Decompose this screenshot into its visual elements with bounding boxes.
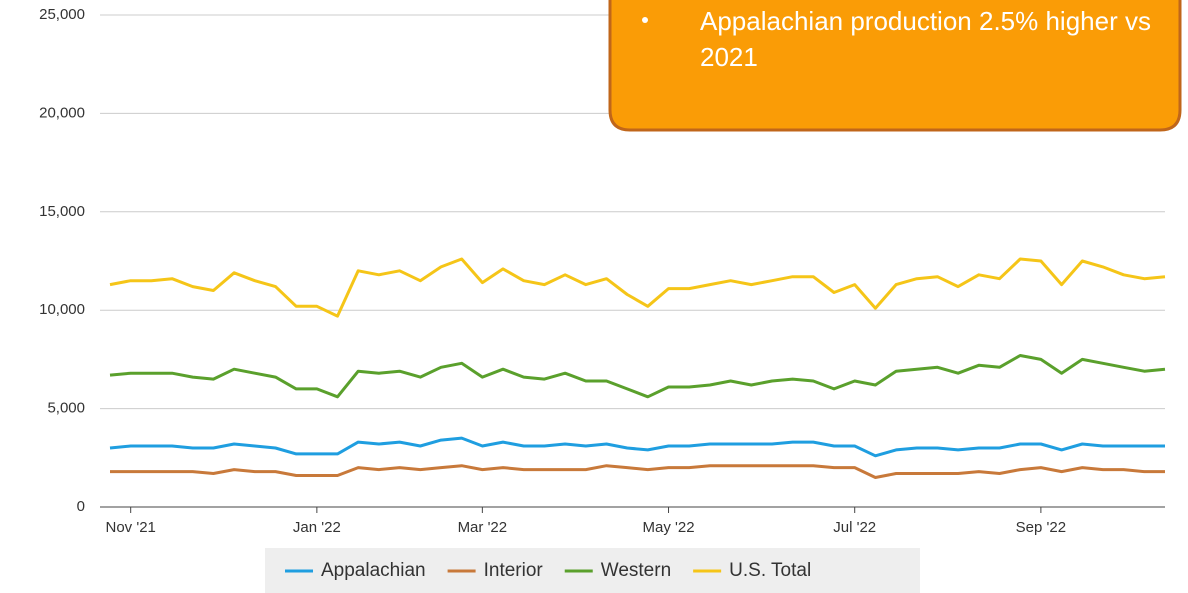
legend-label: Interior <box>484 560 544 581</box>
series-line <box>109 354 1166 399</box>
legend-label: Appalachian <box>321 560 426 581</box>
annotation-box <box>608 0 1182 132</box>
x-tick-label: Nov '21 <box>105 519 155 536</box>
bullet <box>642 17 648 23</box>
series-line <box>110 464 1165 479</box>
legend-label: U.S. Total <box>729 560 811 581</box>
annotation-wrap: Appalachian production 2.5% higher vs 20… <box>700 6 1151 72</box>
y-tick-label: 20,000 <box>39 104 85 121</box>
series-line <box>109 257 1166 318</box>
annotation: Appalachian production 2.5% higher vs 20… <box>700 6 1151 72</box>
y-tick-label: 0 <box>77 498 85 515</box>
legend-label: Western <box>601 560 671 581</box>
x-tick-label: Jan '22 <box>293 519 341 536</box>
y-tick-label: 5,000 <box>47 400 85 417</box>
x-tick-label: Jul '22 <box>833 519 876 536</box>
x-tick-label: Mar '22 <box>458 519 508 536</box>
y-tick-label: 10,000 <box>39 301 85 318</box>
x-tick-label: Sep '22 <box>1016 519 1066 536</box>
series-line <box>109 436 1165 458</box>
x-tick-label: May '22 <box>642 519 694 536</box>
y-tick-label: 15,000 <box>39 203 85 220</box>
y-tick-label: 25,000 <box>39 6 85 23</box>
